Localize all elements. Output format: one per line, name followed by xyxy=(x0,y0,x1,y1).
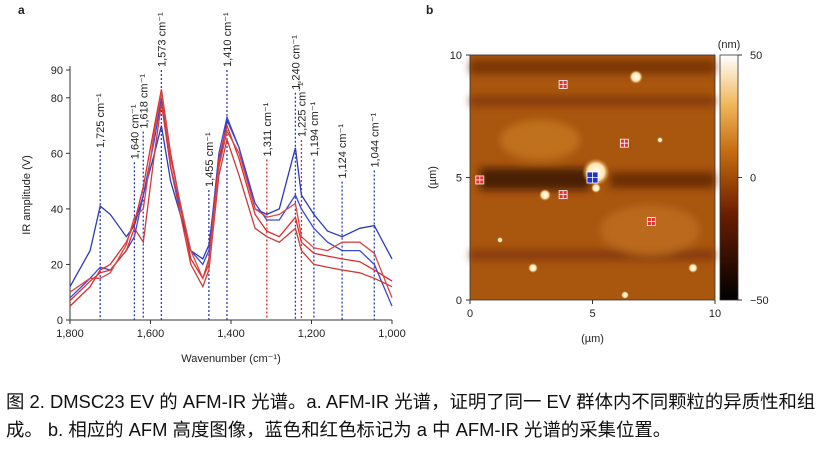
annotation-label: 1,240 cm⁻¹ xyxy=(290,35,302,90)
annotation-label: 1,640 cm⁻¹ xyxy=(129,104,141,159)
marker-grid xyxy=(587,172,598,183)
annotation-label: 1,725 cm⁻¹ xyxy=(95,93,107,148)
x-tick-label: 1,200 xyxy=(298,328,326,340)
marker-grid xyxy=(559,190,568,199)
x-axis-label: Wavenumber (cm⁻¹) xyxy=(181,353,281,365)
figure-caption: 图 2. DMSC23 EV 的 AFM-IR 光谱。a. AFM-IR 光谱，… xyxy=(6,391,816,440)
x-tick-label: 1,800 xyxy=(56,328,84,340)
spectrum-line xyxy=(69,92,393,299)
annotation-label: 1,618 cm⁻¹ xyxy=(138,74,150,129)
y-tick-label: 90 xyxy=(51,65,63,77)
x-tick-label: 1,400 xyxy=(217,328,245,340)
x-tick-label: 1,000 xyxy=(378,328,406,340)
annotation-label: 1,573 cm⁻¹ xyxy=(156,12,168,67)
y-axis-label: (µm) xyxy=(427,166,439,189)
x-tick-label: 5 xyxy=(589,308,595,320)
marker-grid xyxy=(475,175,484,184)
annotation-label: 1,225 cm⁻¹ xyxy=(296,82,308,137)
marker-grid xyxy=(559,80,568,89)
y-tick-label: 80 xyxy=(51,93,63,105)
colorbar-tick-label: 0 xyxy=(750,173,756,185)
x-axis-label: (µm) xyxy=(581,333,604,345)
spectrum-line xyxy=(69,89,393,307)
y-tick-label: 20 xyxy=(51,259,63,271)
y-tick-label: 60 xyxy=(51,148,63,160)
y-tick-label: 0 xyxy=(57,315,63,327)
annotation-label: 1,124 cm⁻¹ xyxy=(337,124,349,179)
colorbar-tick-label: 50 xyxy=(750,50,762,62)
spectrum-line xyxy=(69,97,393,307)
y-axis-label: IR amplitude (V) xyxy=(21,155,33,234)
annotation-label: 1,044 cm⁻¹ xyxy=(369,113,381,168)
marker-grid xyxy=(620,139,629,148)
spectrum-line xyxy=(69,103,393,302)
panel-label: a xyxy=(18,3,25,17)
panel-label: b xyxy=(426,3,433,17)
annotation-label: 1,410 cm⁻¹ xyxy=(222,12,234,67)
colorbar xyxy=(719,54,739,301)
x-tick-label: 10 xyxy=(709,308,721,320)
annotation-label: 1,455 cm⁻¹ xyxy=(204,132,216,187)
figure: a 0 20 40 60 80 90 1,800 1,600 1,400 1,200 1,000 Wav… xyxy=(18,3,769,365)
marker-grid xyxy=(647,217,656,226)
x-tick-label: 1,600 xyxy=(137,328,165,340)
y-tick-label: 5 xyxy=(456,173,462,185)
y-tick-label: 40 xyxy=(51,204,63,216)
annotation-label: 1,311 cm⁻¹ xyxy=(262,102,274,156)
colorbar-label: (nm) xyxy=(718,39,741,51)
annotation-label: 1,194 cm⁻¹ xyxy=(309,101,321,156)
colorbar-tick-label: −50 xyxy=(750,295,769,307)
y-tick-label: 0 xyxy=(456,295,462,307)
x-tick-label: 0 xyxy=(467,308,473,320)
afm-image xyxy=(470,55,715,300)
y-tick-label: 10 xyxy=(450,50,462,62)
